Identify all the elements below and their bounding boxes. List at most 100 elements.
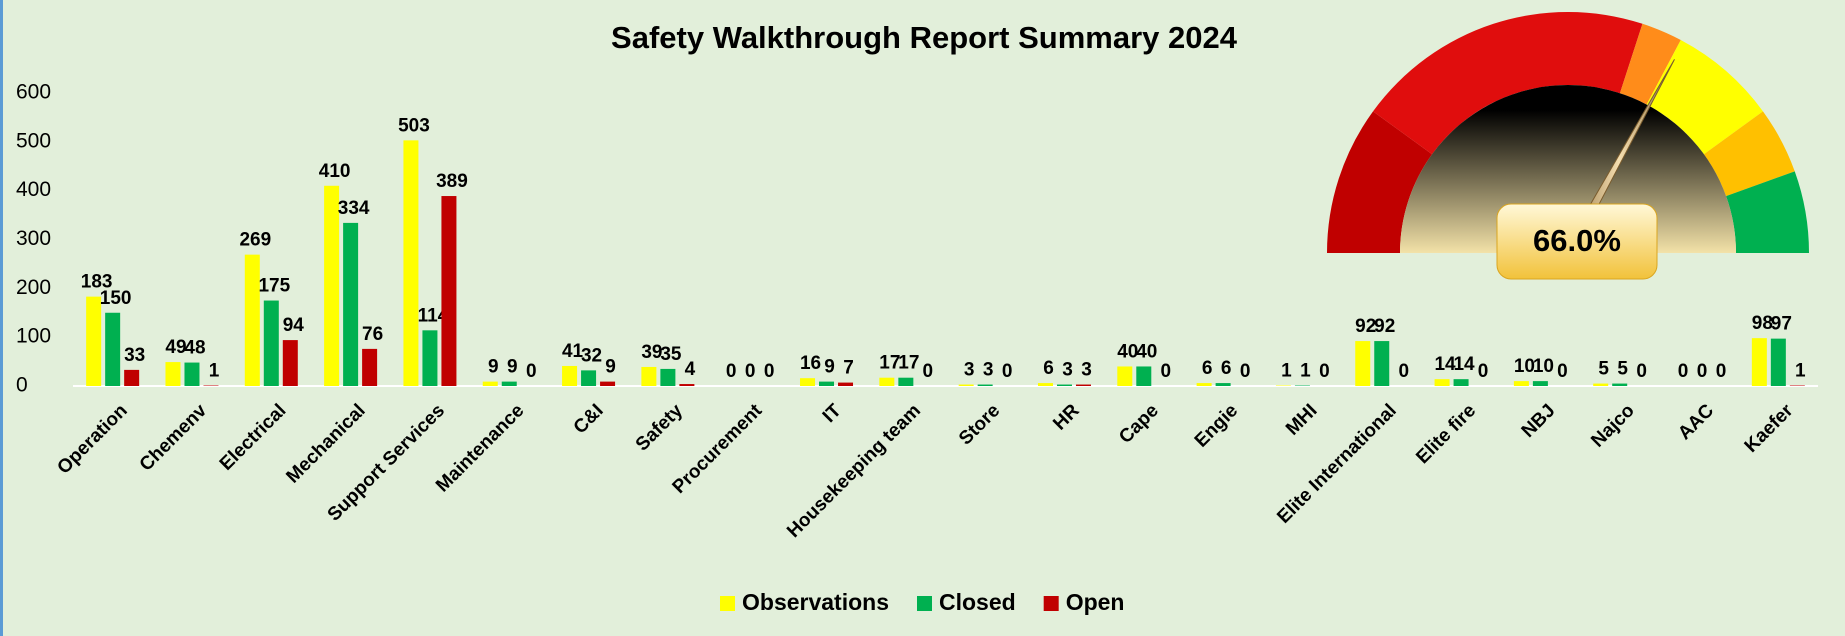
value-label: 6 bbox=[1043, 358, 1054, 379]
value-label: 9 bbox=[605, 357, 616, 378]
value-label: 92 bbox=[1355, 316, 1376, 337]
bar bbox=[124, 369, 140, 386]
value-label: 389 bbox=[436, 171, 468, 192]
bar bbox=[1355, 341, 1371, 386]
bar bbox=[1612, 383, 1628, 386]
gauge-zone bbox=[1646, 40, 1763, 155]
y-tick-label: 600 bbox=[16, 81, 51, 104]
value-label: 269 bbox=[239, 230, 271, 251]
value-label: 32 bbox=[581, 345, 602, 366]
bar bbox=[879, 377, 895, 386]
bar bbox=[105, 312, 121, 386]
bar bbox=[482, 381, 498, 386]
gauge-zone bbox=[1726, 171, 1809, 253]
value-label: 9 bbox=[488, 357, 499, 378]
bar bbox=[1374, 341, 1390, 386]
bar bbox=[958, 384, 974, 386]
y-tick-label: 0 bbox=[16, 374, 28, 397]
value-label: 5 bbox=[1598, 359, 1609, 380]
value-label: 150 bbox=[100, 288, 132, 309]
bar bbox=[1117, 366, 1133, 386]
value-label: 40 bbox=[1117, 341, 1138, 362]
value-label: 3 bbox=[1062, 360, 1073, 381]
bar bbox=[898, 377, 914, 386]
y-tick-label: 500 bbox=[16, 129, 51, 152]
legend-swatch bbox=[720, 596, 735, 611]
value-label: 16 bbox=[800, 353, 821, 374]
value-label: 0 bbox=[1697, 361, 1708, 382]
value-label: 0 bbox=[1319, 361, 1330, 382]
value-label: 17 bbox=[879, 353, 900, 374]
bar bbox=[977, 384, 993, 386]
value-label: 0 bbox=[1398, 361, 1409, 382]
bar bbox=[1532, 381, 1548, 386]
value-label: 0 bbox=[1678, 361, 1689, 382]
bar bbox=[1075, 384, 1091, 386]
value-label: 0 bbox=[1161, 361, 1172, 382]
value-label: 3 bbox=[983, 360, 994, 381]
value-label: 40 bbox=[1136, 341, 1157, 362]
bar bbox=[581, 370, 597, 386]
legend-swatch bbox=[917, 596, 932, 611]
gauge-zone bbox=[1619, 23, 1681, 105]
value-label: 503 bbox=[398, 115, 430, 136]
bar bbox=[1770, 338, 1786, 386]
left-edge bbox=[0, 0, 3, 636]
value-label: 0 bbox=[764, 361, 775, 382]
bar bbox=[422, 330, 438, 386]
bar bbox=[165, 362, 181, 386]
y-tick-label: 100 bbox=[16, 325, 51, 348]
bar bbox=[1056, 384, 1072, 386]
value-label: 10 bbox=[1533, 356, 1554, 377]
value-label: 17 bbox=[898, 353, 919, 374]
value-label: 0 bbox=[745, 361, 756, 382]
value-label: 10 bbox=[1514, 356, 1535, 377]
value-label: 4 bbox=[685, 359, 696, 380]
value-label: 49 bbox=[165, 337, 186, 358]
value-label: 14 bbox=[1453, 354, 1475, 375]
y-tick-label: 300 bbox=[16, 227, 51, 250]
value-label: 0 bbox=[1557, 361, 1568, 382]
gauge: 66.0% bbox=[1327, 11, 1809, 280]
chart-title: Safety Walkthrough Report Summary 2024 bbox=[611, 20, 1238, 55]
bar bbox=[660, 368, 676, 386]
value-label: 1 bbox=[1281, 361, 1292, 382]
bar bbox=[1513, 381, 1529, 386]
gauge-value: 66.0% bbox=[1533, 223, 1621, 258]
value-label: 7 bbox=[843, 358, 854, 379]
bar bbox=[343, 222, 359, 386]
value-label: 0 bbox=[526, 361, 537, 382]
value-label: 6 bbox=[1221, 358, 1232, 379]
bar bbox=[1593, 383, 1609, 386]
bar bbox=[1215, 383, 1231, 386]
value-label: 94 bbox=[283, 315, 305, 336]
value-label: 3 bbox=[964, 360, 975, 381]
value-label: 35 bbox=[660, 344, 682, 365]
value-label: 1 bbox=[209, 361, 220, 382]
value-label: 1 bbox=[1795, 361, 1806, 382]
bar bbox=[441, 196, 457, 386]
value-label: 410 bbox=[319, 161, 351, 182]
value-label: 0 bbox=[1240, 361, 1251, 382]
value-label: 5 bbox=[1617, 359, 1628, 380]
bar bbox=[403, 140, 419, 386]
value-label: 0 bbox=[923, 361, 934, 382]
legend-label: Observations bbox=[742, 589, 889, 615]
value-label: 0 bbox=[1716, 361, 1727, 382]
bar bbox=[1037, 383, 1053, 386]
value-label: 41 bbox=[562, 341, 584, 362]
gauge-zone bbox=[1373, 11, 1643, 155]
value-label: 48 bbox=[184, 338, 205, 359]
bar bbox=[282, 340, 298, 386]
bar bbox=[679, 384, 695, 386]
value-label: 334 bbox=[338, 198, 370, 219]
value-label: 114 bbox=[418, 305, 449, 326]
value-label: 9 bbox=[507, 357, 518, 378]
legend-label: Closed bbox=[939, 589, 1016, 615]
value-label: 97 bbox=[1771, 314, 1792, 335]
bar bbox=[86, 296, 102, 386]
value-label: 6 bbox=[1202, 358, 1213, 379]
value-label: 33 bbox=[124, 345, 145, 366]
bar bbox=[600, 381, 616, 386]
value-label: 14 bbox=[1434, 354, 1456, 375]
